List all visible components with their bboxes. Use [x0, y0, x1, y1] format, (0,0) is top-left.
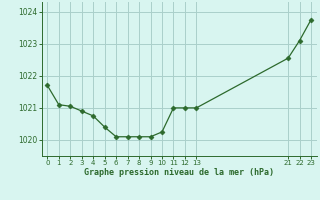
X-axis label: Graphe pression niveau de la mer (hPa): Graphe pression niveau de la mer (hPa) — [84, 168, 274, 177]
